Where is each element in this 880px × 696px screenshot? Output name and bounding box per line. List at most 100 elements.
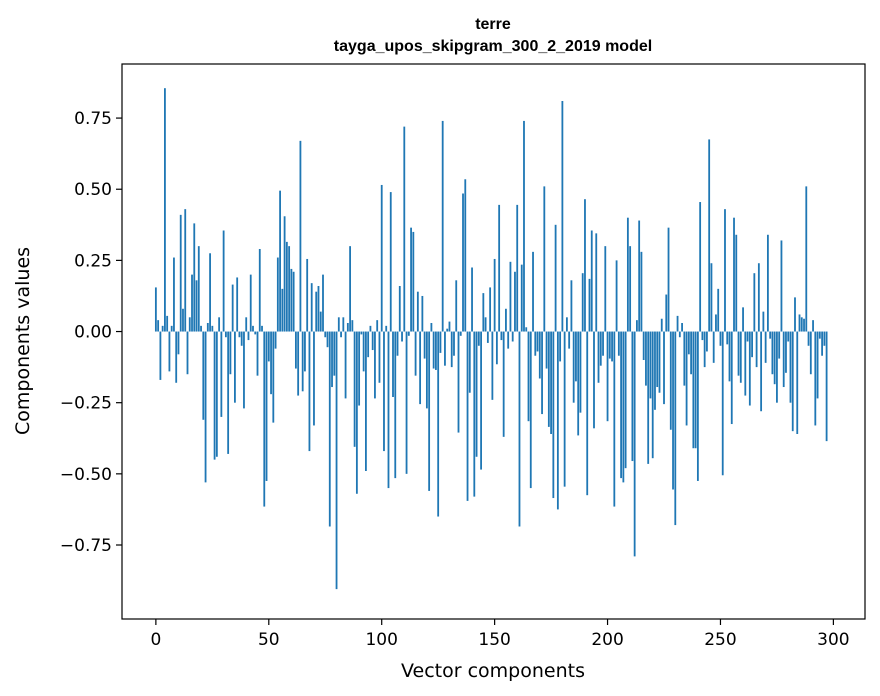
bar [378, 331, 381, 383]
bar [448, 321, 451, 332]
bar [687, 331, 690, 355]
bar [633, 331, 636, 557]
bar [532, 251, 534, 332]
bar [394, 331, 397, 479]
bar [708, 139, 711, 332]
bar [387, 331, 390, 489]
bar [430, 323, 433, 332]
bar [254, 331, 257, 335]
bar [367, 331, 370, 358]
bar [776, 331, 778, 403]
bar [491, 331, 494, 400]
bar [177, 331, 180, 355]
bar [509, 261, 512, 332]
bar [265, 331, 268, 481]
bar [692, 331, 695, 449]
bar [274, 331, 277, 349]
bar [803, 318, 805, 332]
bar [760, 331, 763, 412]
bar [565, 317, 568, 332]
bar [791, 331, 794, 432]
bar [771, 331, 774, 375]
bar [683, 331, 686, 386]
bar [640, 251, 643, 332]
bar [376, 320, 379, 332]
bar [629, 246, 632, 332]
bar [166, 315, 169, 332]
bar [182, 308, 184, 332]
bar [349, 246, 351, 332]
bar [766, 234, 769, 332]
bar [369, 325, 372, 332]
y-tick-label: −0.50 [60, 465, 112, 485]
bar [299, 140, 302, 332]
chart-subtitle: tayga_upos_skipgram_300_2_2019 model [334, 38, 652, 55]
bar [247, 331, 250, 341]
x-axis-label: Vector components [401, 660, 585, 682]
bar [728, 331, 731, 382]
bar [317, 286, 320, 332]
y-axis: 0.75 0.50 0.25 0.00 −0.25 −0.50 −0.75 [60, 109, 122, 556]
bar [575, 331, 577, 382]
bar [313, 331, 315, 426]
bar [154, 287, 157, 332]
bar [236, 277, 239, 332]
bar [611, 331, 613, 362]
bar [335, 331, 338, 590]
bar [191, 274, 193, 332]
bar [814, 331, 817, 426]
bar [407, 331, 410, 336]
bar [186, 331, 189, 375]
bar [721, 331, 724, 476]
bar [794, 297, 796, 332]
bar [170, 325, 173, 332]
bar [638, 220, 641, 332]
bar [645, 331, 647, 386]
bar [444, 331, 446, 366]
bar [245, 317, 248, 332]
bar [658, 331, 661, 393]
bar [773, 331, 776, 385]
bar [674, 331, 677, 526]
bar [561, 101, 564, 332]
bar [410, 227, 412, 332]
bar [439, 331, 442, 353]
bar [319, 311, 322, 332]
bar [552, 331, 555, 499]
x-tick-label: 150 [478, 630, 510, 650]
bar [520, 264, 523, 332]
bar [541, 331, 543, 415]
bar [290, 268, 293, 332]
bar [656, 331, 659, 388]
bar [326, 331, 329, 348]
bar [712, 331, 715, 363]
bar [355, 331, 358, 494]
bar [665, 294, 668, 332]
bar [703, 331, 706, 368]
bar [240, 331, 243, 346]
bar [464, 179, 467, 332]
bar [597, 331, 600, 383]
bar [197, 246, 200, 332]
bar [222, 230, 225, 332]
bar [717, 288, 720, 332]
bar [351, 320, 354, 332]
y-axis-label: Components values [12, 247, 34, 435]
bar [785, 331, 787, 373]
bar [812, 320, 814, 332]
bar [301, 331, 304, 392]
bar [164, 88, 166, 332]
bar [385, 325, 388, 332]
bar [493, 258, 496, 332]
bar [669, 331, 672, 430]
bar [742, 307, 744, 332]
bar [678, 331, 681, 338]
bar [412, 231, 415, 332]
bar [798, 314, 801, 332]
bar [471, 267, 473, 332]
bar [735, 234, 738, 332]
bar [331, 331, 333, 388]
bar [719, 331, 722, 346]
bar [599, 331, 602, 366]
